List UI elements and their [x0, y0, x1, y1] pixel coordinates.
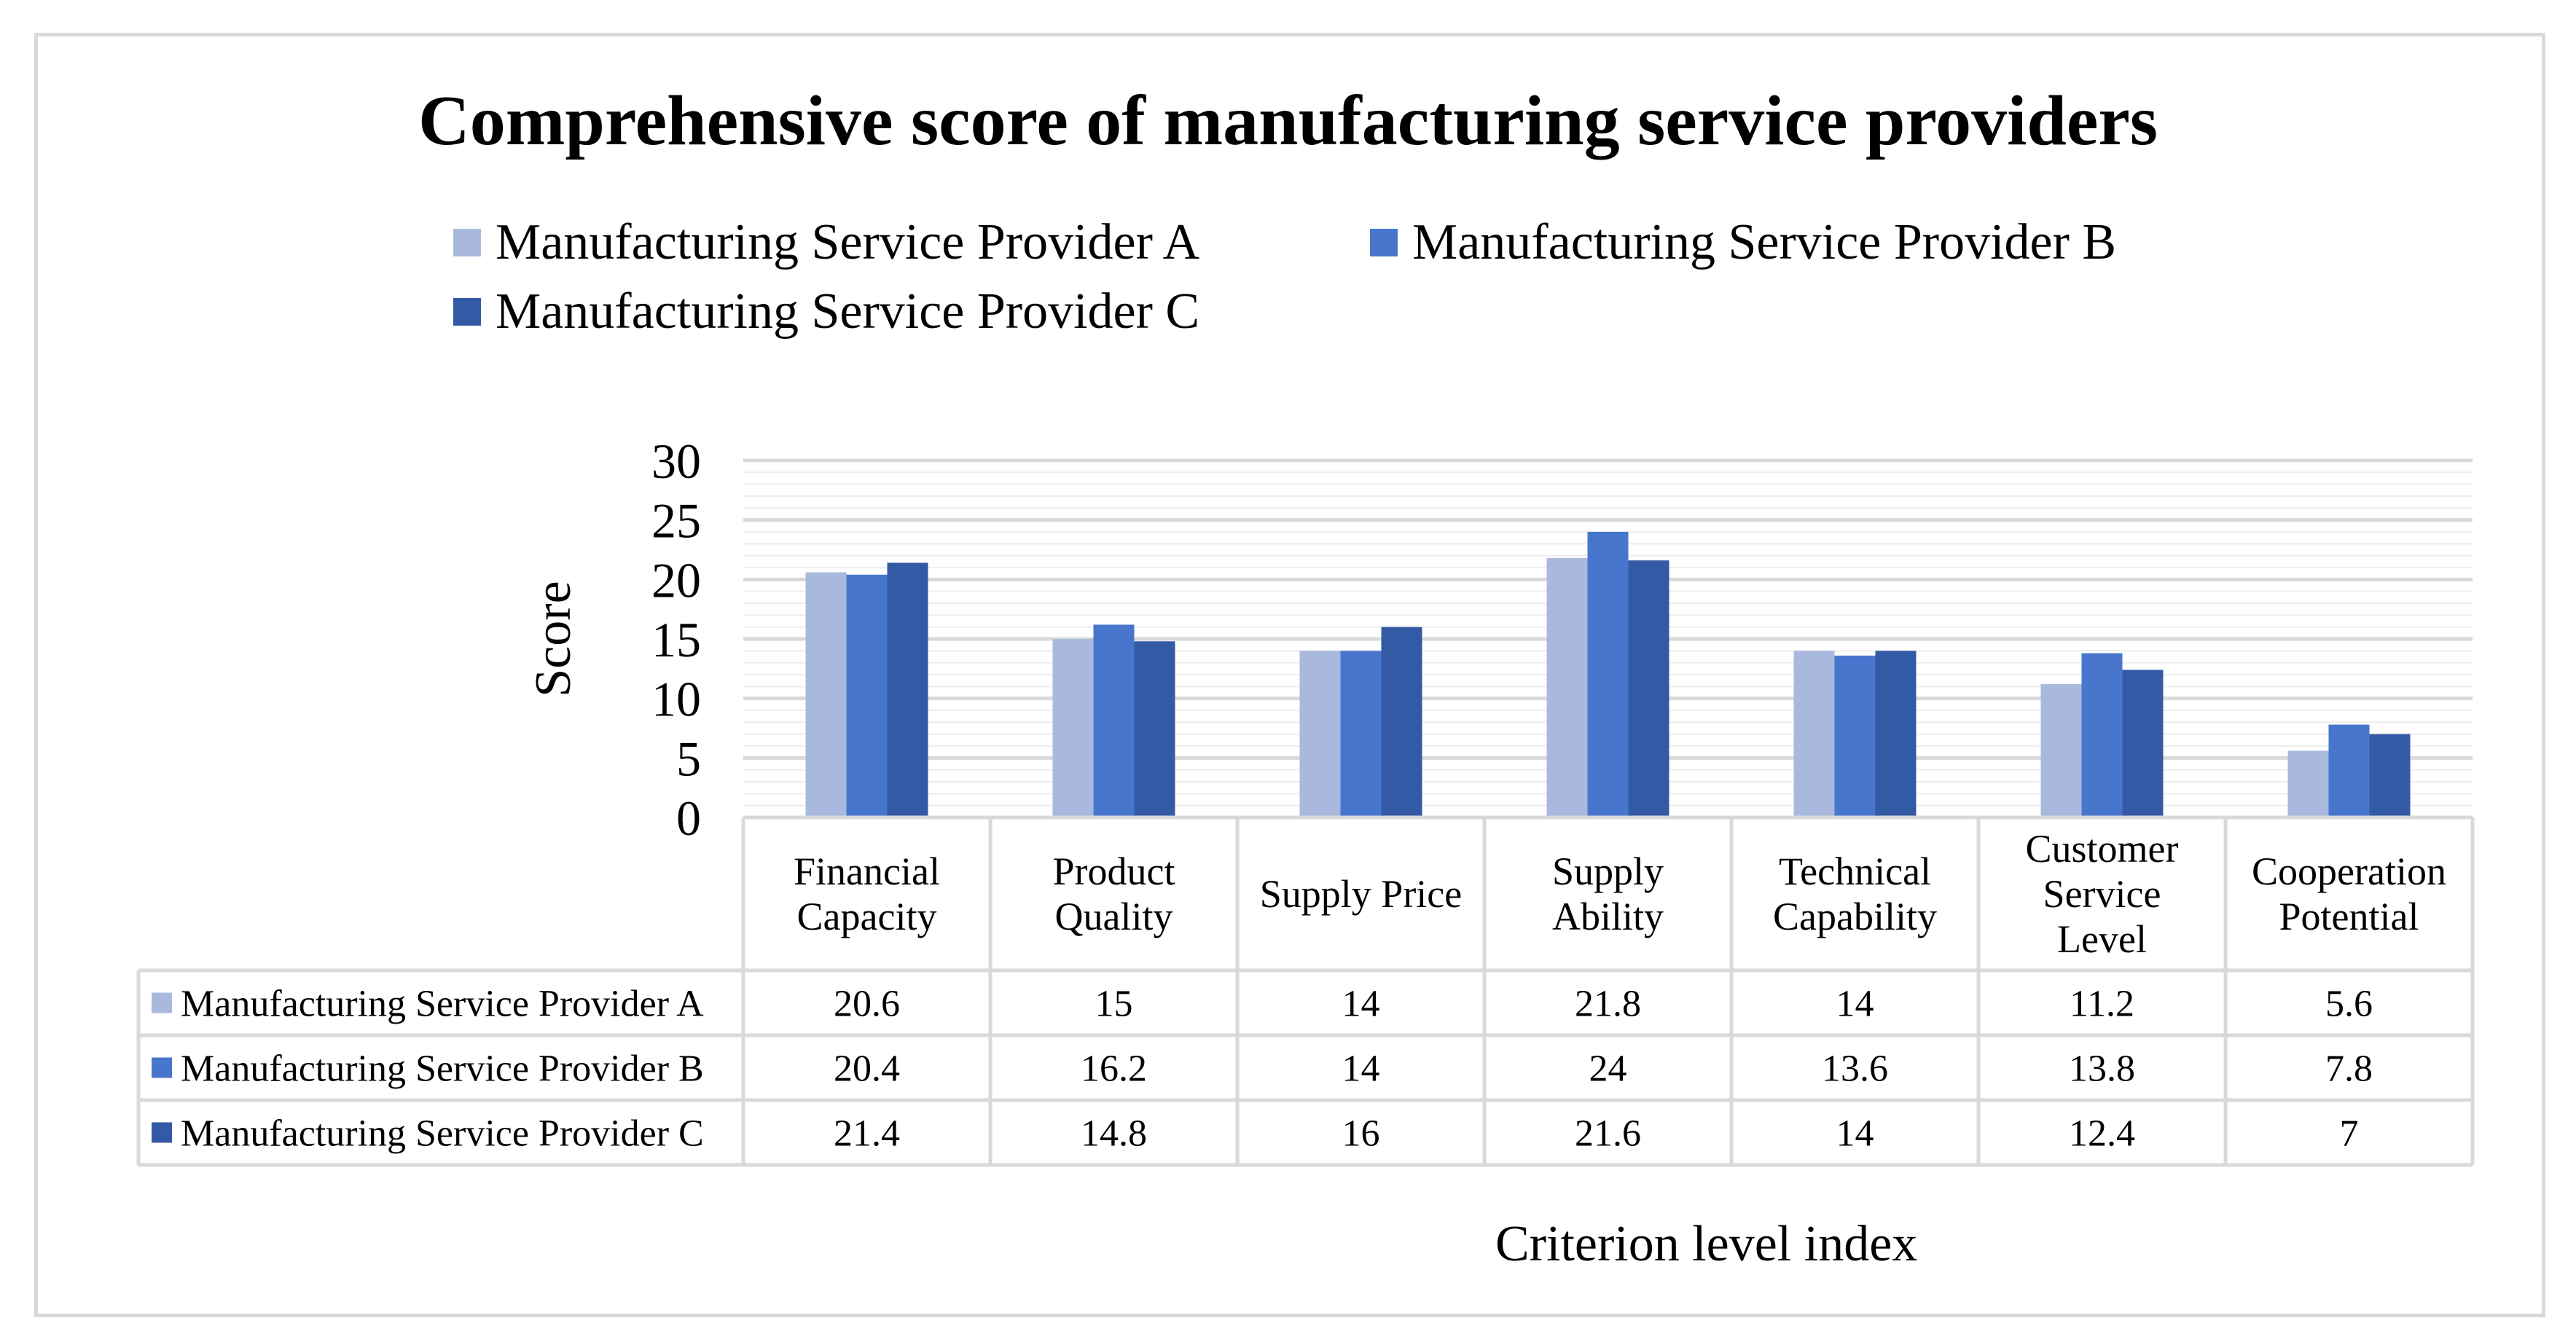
- table-value: 14: [1836, 1113, 1874, 1155]
- bar-series-2-1: [846, 574, 888, 817]
- category-label: Cooperation: [2252, 849, 2446, 893]
- bar-series-3-5: [1875, 651, 1917, 817]
- table-value: 14.8: [1081, 1113, 1147, 1155]
- category-label: Service: [2043, 872, 2161, 916]
- bar-series-3-6: [2122, 670, 2164, 817]
- table-value: 16.2: [1081, 1048, 1147, 1090]
- bar-series-3-4: [1628, 560, 1669, 817]
- bar-series-2-3: [1340, 651, 1382, 817]
- category-label: Supply: [1552, 849, 1664, 893]
- bar-series-2-5: [1834, 655, 1876, 817]
- chart-frame: [34, 33, 2545, 1317]
- bar-series-3-2: [1134, 641, 1175, 817]
- table-value: 16: [1342, 1113, 1380, 1155]
- bar-series-2-6: [2081, 653, 2123, 817]
- bar-series-2-7: [2328, 724, 2370, 817]
- legend-swatch-provider-b: [1370, 229, 1398, 256]
- bar-series-2-4: [1587, 532, 1629, 817]
- y-tick-label: 20: [651, 552, 701, 608]
- x-axis-label: Criterion level index: [1495, 1216, 1918, 1272]
- table-value: 12.4: [2069, 1113, 2135, 1155]
- bar-series-1-6: [2040, 684, 2082, 817]
- y-tick-label: 0: [676, 790, 701, 846]
- category-label: Product: [1053, 849, 1175, 893]
- table-swatch-series-1: [152, 992, 172, 1013]
- table-value: 13.8: [2069, 1048, 2135, 1090]
- bar-series-1-3: [1299, 651, 1341, 817]
- bar-series-2-2: [1093, 624, 1135, 817]
- y-tick-label: 25: [651, 493, 701, 549]
- table-row-label: Manufacturing Service Provider B: [181, 1048, 704, 1090]
- bar-series-1-7: [2287, 750, 2329, 817]
- category-label: Level: [2057, 917, 2147, 961]
- table-value: 14: [1342, 1048, 1380, 1090]
- bar-series-3-3: [1381, 627, 1422, 817]
- table-row-label: Manufacturing Service Provider C: [181, 1113, 704, 1155]
- bar-series-1-1: [805, 572, 847, 817]
- category-label: Supply Price: [1260, 872, 1463, 916]
- table-value: 21.4: [834, 1113, 900, 1155]
- table-value: 14: [1836, 984, 1874, 1025]
- y-tick-label: 5: [676, 731, 701, 786]
- table-value: 15: [1095, 984, 1133, 1025]
- legend-item-provider-b: Manufacturing Service Provider B: [1370, 213, 2116, 272]
- table-swatch-series-3: [152, 1122, 172, 1143]
- category-label: Quality: [1055, 895, 1173, 938]
- category-label: Customer: [2026, 827, 2179, 871]
- bar-series-3-1: [887, 562, 928, 817]
- table-value: 20.6: [834, 984, 900, 1025]
- legend-item-provider-a: Manufacturing Service Provider A: [453, 213, 1199, 272]
- bar-series-1-4: [1546, 557, 1588, 817]
- table-value: 14: [1342, 984, 1380, 1025]
- table-value: 13.6: [1822, 1048, 1888, 1090]
- category-label: Potential: [2279, 895, 2419, 938]
- legend-label-provider-c: Manufacturing Service Provider C: [496, 283, 1200, 340]
- bar-series-3-7: [2369, 734, 2411, 817]
- legend-swatch-provider-c: [453, 298, 481, 326]
- table-value: 20.4: [834, 1048, 900, 1090]
- legend-item-provider-c: Manufacturing Service Provider C: [453, 283, 1199, 341]
- y-tick-label: 15: [651, 612, 701, 667]
- table-value: 7.8: [2325, 1048, 2373, 1090]
- category-label: Ability: [1552, 895, 1664, 938]
- y-tick-label: 10: [651, 672, 701, 727]
- table-value: 21.8: [1575, 984, 1641, 1025]
- y-tick-label: 30: [651, 433, 701, 489]
- category-label: Financial: [794, 849, 940, 893]
- table-value: 24: [1589, 1048, 1627, 1090]
- category-label: Technical: [1779, 849, 1931, 893]
- bar-series-1-2: [1052, 639, 1094, 817]
- table-row-label: Manufacturing Service Provider A: [181, 984, 704, 1025]
- legend-label-provider-b: Manufacturing Service Provider B: [1412, 214, 2117, 270]
- bar-series-1-5: [1793, 651, 1835, 817]
- table-value: 7: [2340, 1113, 2359, 1155]
- table-value: 11.2: [2070, 984, 2134, 1025]
- chart-title: Comprehensive score of manufacturing ser…: [418, 82, 2158, 160]
- legend-label-provider-a: Manufacturing Service Provider A: [496, 214, 1200, 270]
- table-value: 21.6: [1575, 1113, 1641, 1155]
- legend-swatch-provider-a: [453, 229, 481, 256]
- y-axis-label: Score: [525, 581, 582, 696]
- category-label: Capacity: [797, 895, 937, 938]
- category-label: Capability: [1773, 895, 1937, 938]
- table-swatch-series-2: [152, 1057, 172, 1078]
- table-value: 5.6: [2325, 984, 2373, 1025]
